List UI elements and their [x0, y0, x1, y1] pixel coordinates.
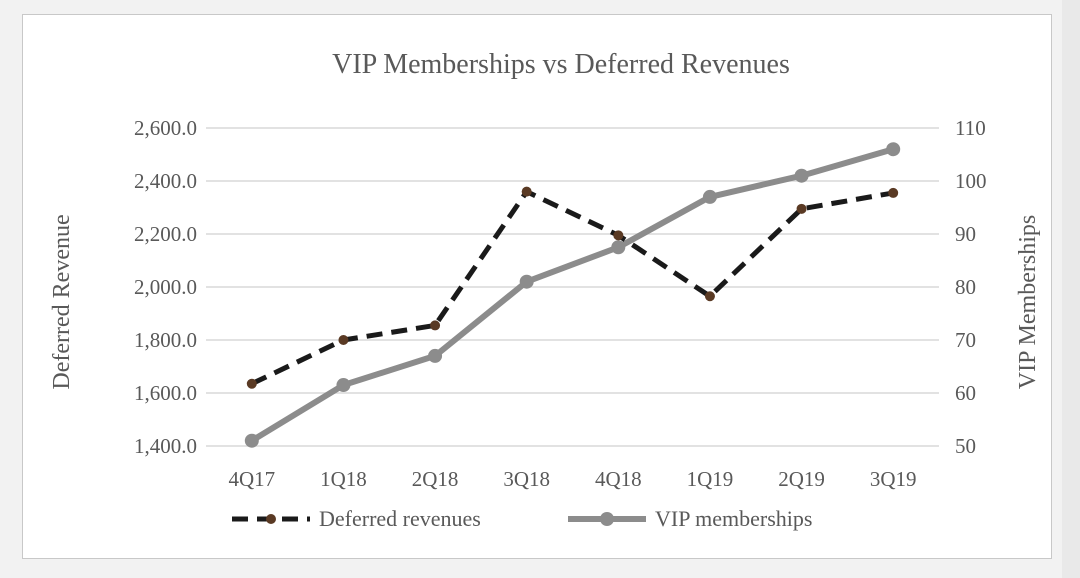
x-tick-label: 1Q18 — [320, 467, 367, 491]
left-tick-label: 1,600.0 — [134, 381, 197, 405]
window-edge — [1062, 0, 1080, 578]
right-tick-label: 100 — [955, 169, 987, 193]
right-axis-ticks: 50 60 70 80 90 100 110 — [955, 116, 987, 458]
legend-marker-deferred-revenues — [266, 514, 276, 524]
left-tick-label: 1,400.0 — [134, 434, 197, 458]
x-tick-label: 4Q17 — [228, 467, 275, 491]
right-axis-title: VIP Memberships — [1015, 215, 1041, 389]
left-tick-label: 2,000.0 — [134, 275, 197, 299]
line-chart: VIP Memberships vs Deferred Revenues 1,4… — [49, 49, 1041, 531]
point-vip-memberships — [794, 168, 809, 183]
point-deferred-revenues — [796, 203, 807, 214]
point-deferred-revenues — [338, 335, 349, 345]
legend-marker-vip-memberships — [600, 512, 614, 526]
right-tick-label: 50 — [955, 434, 976, 458]
x-tick-label: 3Q18 — [503, 467, 550, 491]
legend-item-vip-memberships: VIP memberships — [568, 506, 812, 531]
x-tick-label: 3Q19 — [870, 467, 917, 491]
point-vip-memberships — [336, 378, 351, 393]
point-deferred-revenues — [521, 186, 532, 197]
x-tick-label: 4Q18 — [595, 467, 642, 491]
left-tick-label: 2,200.0 — [134, 222, 197, 246]
left-tick-label: 2,600.0 — [134, 116, 197, 140]
legend-label-vip-memberships: VIP memberships — [655, 506, 812, 531]
left-tick-label: 1,800.0 — [134, 328, 197, 352]
point-vip-memberships — [702, 189, 717, 204]
series-line-deferred-revenues — [250, 189, 894, 386]
left-axis-ticks: 1,400.0 1,600.0 1,800.0 2,000.0 2,200.0 2,400… — [134, 116, 197, 458]
chart-title: VIP Memberships vs Deferred Revenues — [332, 49, 790, 80]
legend-label-deferred-revenues: Deferred revenues — [319, 506, 481, 531]
point-deferred-revenues — [613, 230, 624, 241]
point-vip-memberships — [886, 142, 901, 157]
x-tick-label: 2Q18 — [412, 467, 459, 491]
chart-frame: VIP Memberships vs Deferred Revenues 1,4… — [22, 14, 1052, 559]
point-deferred-revenues — [246, 378, 257, 389]
legend-item-deferred-revenues: Deferred revenues — [232, 506, 481, 531]
point-vip-memberships — [428, 348, 443, 363]
x-tick-label: 1Q19 — [687, 467, 734, 491]
x-tick-label: 2Q19 — [778, 467, 825, 491]
x-axis-ticks: 4Q17 1Q18 2Q18 3Q18 4Q18 1Q19 2Q19 3Q19 — [228, 467, 916, 491]
point-deferred-revenues — [888, 187, 899, 198]
right-tick-label: 70 — [955, 328, 976, 352]
legend: Deferred revenues VIP memberships — [232, 506, 812, 531]
point-deferred-revenues — [430, 320, 441, 331]
right-tick-label: 60 — [955, 381, 976, 405]
right-tick-label: 90 — [955, 222, 976, 246]
series-layer — [244, 142, 901, 448]
point-vip-memberships — [244, 433, 259, 448]
right-tick-label: 80 — [955, 275, 976, 299]
point-deferred-revenues — [704, 291, 715, 302]
point-vip-memberships — [519, 274, 534, 289]
point-vip-memberships — [611, 240, 626, 255]
right-tick-label: 110 — [955, 116, 986, 140]
left-axis-title: Deferred Revenue — [49, 214, 75, 389]
series-line-vip-memberships — [250, 146, 895, 444]
left-tick-label: 2,400.0 — [134, 169, 197, 193]
